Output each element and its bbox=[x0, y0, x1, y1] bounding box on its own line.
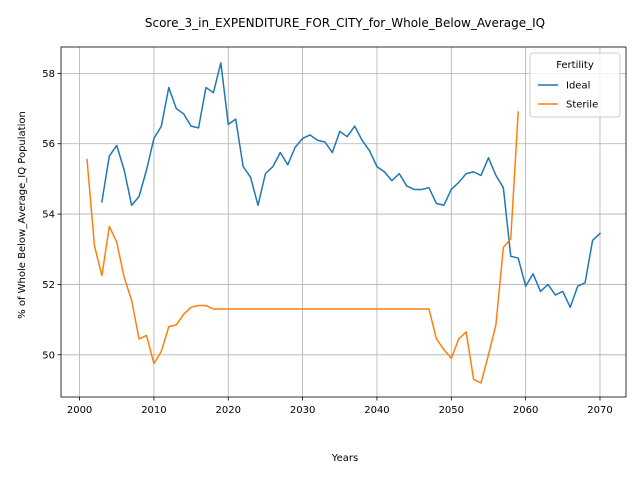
chart-title: Score_3_in_EXPENDITURE_FOR_CITY_for_Whol… bbox=[145, 16, 545, 30]
x-tick-label: 2070 bbox=[587, 405, 612, 416]
legend: Fertility Ideal Sterile bbox=[529, 52, 621, 118]
y-axis-label: % of Whole Below_Average_IQ Population bbox=[17, 111, 28, 319]
legend-label-sterile: Sterile bbox=[566, 100, 598, 111]
series-line-ideal bbox=[101, 62, 602, 309]
legend-title: Fertility bbox=[556, 60, 594, 71]
x-tick-label: 2040 bbox=[364, 405, 389, 416]
series-lines bbox=[86, 62, 602, 384]
legend-box bbox=[529, 52, 621, 118]
y-tick-label: 56 bbox=[42, 139, 55, 150]
y-tick-label: 58 bbox=[42, 69, 55, 80]
y-tick-label: 50 bbox=[42, 350, 55, 361]
plot-frame bbox=[60, 46, 627, 398]
x-tick-label: 2020 bbox=[216, 405, 241, 416]
x-axis-label: Years bbox=[331, 453, 358, 464]
x-tick-label: 2030 bbox=[290, 405, 315, 416]
x-tick-label: 2010 bbox=[141, 405, 166, 416]
legend-label-ideal: Ideal bbox=[566, 81, 590, 92]
y-axis: 50 52 54 56 58 bbox=[42, 69, 61, 361]
x-tick-label: 2050 bbox=[439, 405, 464, 416]
y-tick-label: 54 bbox=[42, 210, 55, 221]
x-tick-label: 2000 bbox=[67, 405, 92, 416]
y-tick-label: 52 bbox=[42, 280, 55, 291]
x-axis: 2000 2010 2020 2030 2040 2050 2060 2070 bbox=[67, 397, 613, 416]
x-tick-label: 2060 bbox=[513, 405, 538, 416]
series-line-sterile bbox=[86, 111, 519, 384]
